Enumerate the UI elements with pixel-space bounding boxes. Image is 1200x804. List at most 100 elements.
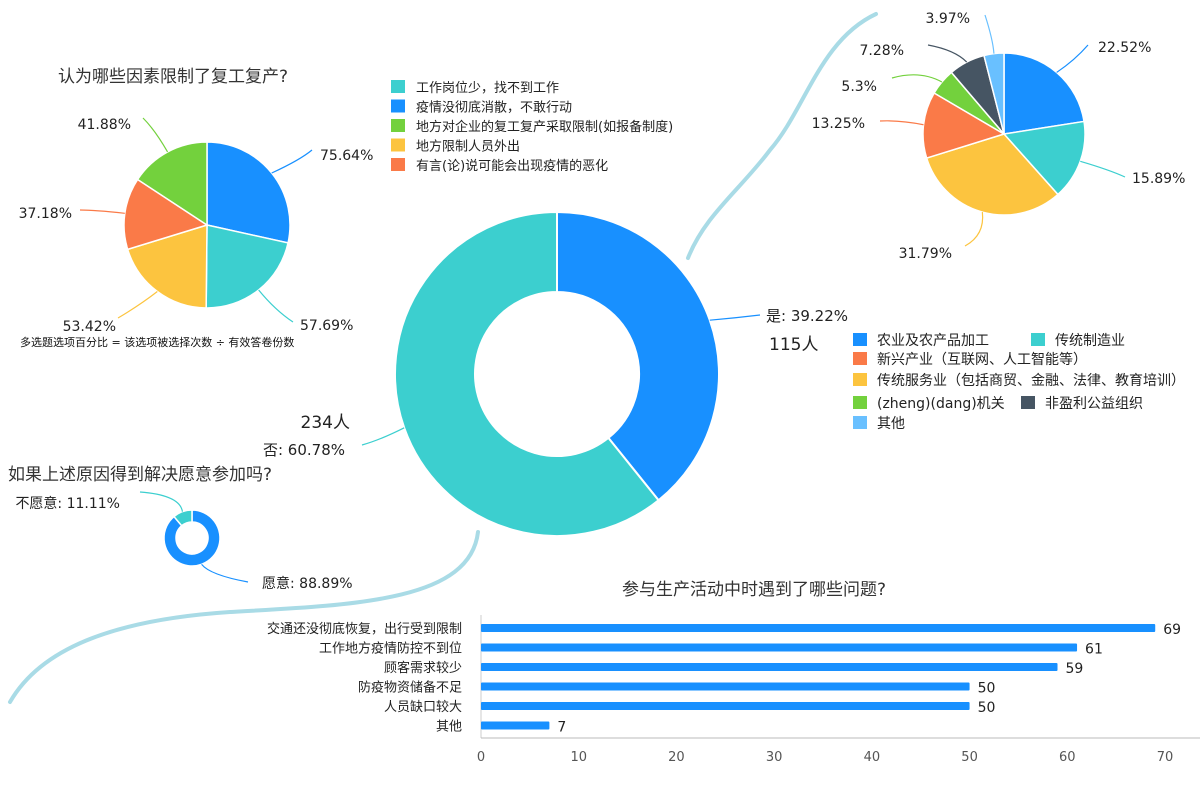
problems-category-label: 顾客需求较少 xyxy=(384,660,462,676)
problems-x-tick-label: 30 xyxy=(766,750,783,765)
industry-leader-line xyxy=(879,120,924,126)
industry-slice-label: 7.28% xyxy=(860,43,904,59)
problems-x-tick-label: 60 xyxy=(1059,750,1076,765)
willing-leader-line xyxy=(139,491,184,512)
problems-x-tick-label: 10 xyxy=(570,750,587,765)
factors-legend-swatch xyxy=(391,138,405,152)
problems-chart: 参与生产活动中时遇到了哪些问题? 交通还没彻底恢复，出行受到限制 69 工作地方疫情… xyxy=(267,580,1200,765)
factors-leader-line xyxy=(258,289,294,323)
willing-slice-label: 愿意: 88.89% xyxy=(262,575,353,592)
factors-slice xyxy=(126,223,208,309)
problems-x-tick-label: 50 xyxy=(961,750,978,765)
willing-slice-label: 不愿意: 11.11% xyxy=(15,495,120,512)
industry-legend-label: 传统制造业 xyxy=(1055,333,1125,349)
factors-legend-label: 地方限制人员外出 xyxy=(416,139,520,155)
problems-bar xyxy=(481,721,550,730)
factors-legend-label: 疫情没彻底消散，不敢行动 xyxy=(416,100,572,116)
industry-leader-line xyxy=(1080,160,1126,178)
industry-legend-swatch xyxy=(1021,396,1035,409)
problems-category-label: 交通还没彻底恢复，出行受到限制 xyxy=(267,621,462,637)
problems-x-tick-label: 40 xyxy=(864,750,881,765)
willing-slice xyxy=(172,509,193,527)
problems-category-label: 其他 xyxy=(436,720,462,735)
problems-x-tick-label: 0 xyxy=(477,750,485,765)
problems-bar xyxy=(481,702,970,710)
industry-legend-swatch xyxy=(853,416,867,429)
connector-curve-bottom xyxy=(8,530,480,704)
industry-legend-label: 非盈利公益组织 xyxy=(1045,396,1143,412)
industry-legend-label: 其他 xyxy=(877,416,905,432)
industry-legend-swatch xyxy=(1031,333,1045,346)
willing-chart: 如果上述原因得到解决愿意参加吗? 愿意: 88.89% 不愿意: 11.11% xyxy=(8,465,353,592)
factors-slice xyxy=(123,178,209,251)
problems-value-label: 69 xyxy=(1163,622,1181,638)
factors-slice xyxy=(136,141,208,227)
industry-slice xyxy=(922,91,1006,159)
willing-leader-line xyxy=(201,563,249,583)
problems-x-tick-label: 70 xyxy=(1157,750,1174,765)
factors-chart: 认为哪些因素限制了复工复产? 75.64% 57.69% 53.42% 37.18% 4… xyxy=(19,67,674,349)
industry-slice xyxy=(1003,52,1085,135)
industry-slice-label: 31.79% xyxy=(899,246,952,262)
industry-chart: 22.52% 15.89% 31.79% 13.25% 5.3% 7.28% 3.97% 农… xyxy=(812,11,1186,432)
problems-value-label: 59 xyxy=(1066,661,1084,677)
connector-curve-top xyxy=(686,12,878,260)
connector-curves xyxy=(8,12,878,704)
industry-slice-label: 13.25% xyxy=(812,116,865,132)
willing-slice xyxy=(163,509,221,567)
industry-slice-label: 22.52% xyxy=(1098,40,1151,56)
participation-leader-line xyxy=(361,427,405,446)
participation-slice-label: 是: 39.22% xyxy=(766,307,848,325)
industry-leader-line xyxy=(984,14,995,54)
industry-leader-line xyxy=(964,211,984,247)
problems-bar xyxy=(481,682,970,691)
industry-legend-swatch xyxy=(853,333,867,346)
problems-value-label: 50 xyxy=(978,681,996,697)
factors-legend-label: 地方对企业的复工复产采取限制(如报备制度) xyxy=(416,119,673,135)
factors-title: 认为哪些因素限制了复工复产? xyxy=(58,67,288,87)
factors-legend-label: 有言(论)说可能会出现疫情的恶化 xyxy=(416,158,608,174)
industry-legend-swatch xyxy=(853,352,867,365)
willing-donut: 愿意: 88.89% 不愿意: 11.11% xyxy=(15,491,353,592)
factors-leader-line xyxy=(79,209,125,214)
participation-leader-line xyxy=(709,314,761,321)
factors-slice-label: 41.88% xyxy=(78,117,131,133)
problems-category-label: 防疫物资储备不足 xyxy=(358,680,462,696)
factors-note: 多选题选项百分比 = 该选项被选择次数 ÷ 有效答卷份数 xyxy=(20,335,294,349)
factors-legend-swatch xyxy=(391,119,405,132)
problems-value-label: 61 xyxy=(1085,642,1103,658)
factors-slice-label: 57.69% xyxy=(300,318,353,334)
factors-slice-label: 75.64% xyxy=(320,148,373,164)
industry-legend-swatch xyxy=(853,396,867,409)
problems-bar xyxy=(481,643,1078,652)
factors-legend-label: 工作岗位少，找不到工作 xyxy=(416,81,559,96)
factors-legend-swatch xyxy=(391,80,405,93)
problems-bars: 交通还没彻底恢复，出行受到限制 69 工作地方疫情防控不到位 61 顾客需求较少 59 防疫… xyxy=(267,615,1200,765)
problems-bar xyxy=(481,624,1156,632)
problems-value-label: 50 xyxy=(978,700,996,716)
industry-leader-line xyxy=(927,44,968,63)
problems-bar xyxy=(481,663,1058,671)
factors-pie: 75.64% 57.69% 53.42% 37.18% 41.88% xyxy=(19,117,374,335)
industry-slice-label: 3.97% xyxy=(926,11,970,27)
participation-count-label: 115人 xyxy=(769,335,818,355)
factors-legend-swatch xyxy=(391,158,405,171)
industry-legend-label: 农业及农产品加工 xyxy=(877,333,989,349)
industry-leader-line xyxy=(891,74,943,83)
problems-value-label: 7 xyxy=(557,720,566,736)
participation-count-label: 234人 xyxy=(301,413,350,433)
participation-slice-label: 否: 60.78% xyxy=(263,441,345,459)
problems-x-tick-label: 20 xyxy=(668,750,685,765)
industry-leader-line xyxy=(1056,44,1089,73)
industry-legend-swatch xyxy=(853,373,867,386)
factors-slice-label: 53.42% xyxy=(63,319,116,335)
willing-title: 如果上述原因得到解决愿意参加吗? xyxy=(8,465,272,485)
industry-slice-label: 5.3% xyxy=(841,79,877,95)
industry-slice xyxy=(1002,120,1086,196)
factors-slice xyxy=(206,141,291,244)
